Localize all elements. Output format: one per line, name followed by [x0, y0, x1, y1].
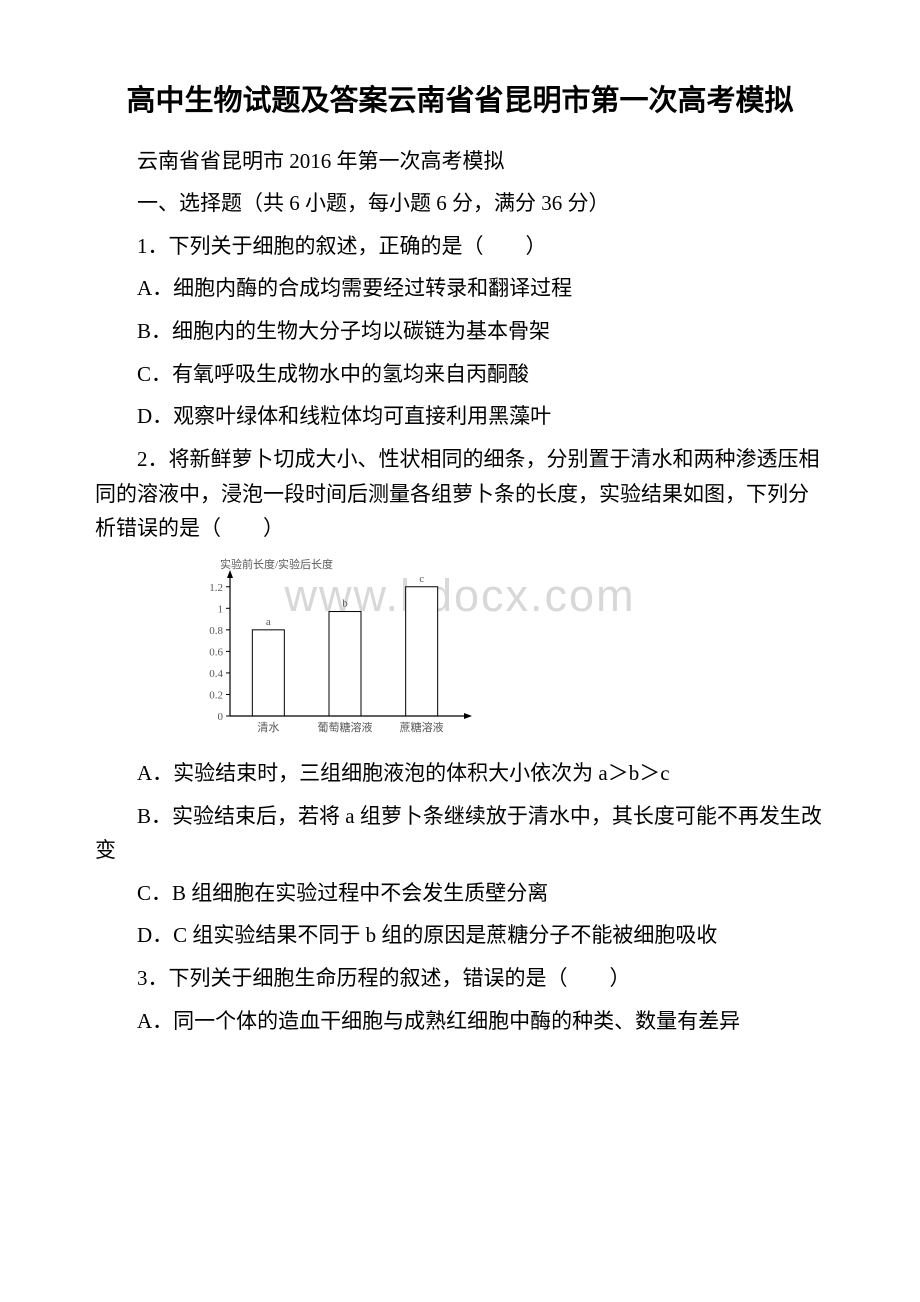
svg-text:a: a: [266, 616, 271, 628]
svg-text:0.6: 0.6: [209, 646, 223, 658]
svg-text:实验前长度/实验后长度: 实验前长度/实验后长度: [220, 557, 333, 571]
svg-text:清水: 清水: [257, 721, 279, 734]
svg-text:1.2: 1.2: [209, 582, 223, 594]
q3-stem: 3．下列关于细胞生命历程的叙述，错误的是（ ）: [95, 961, 825, 996]
q1-option-a: A．细胞内酶的合成均需要经过转录和翻译过程: [95, 271, 825, 306]
svg-text:0.8: 0.8: [209, 625, 223, 637]
q3-option-a: A．同一个体的造血干细胞与成熟红细胞中酶的种类、数量有差异: [95, 1004, 825, 1039]
svg-text:c: c: [419, 573, 424, 585]
q2-option-a: A．实验结束时，三组细胞液泡的体积大小依次为 a＞b＞c: [95, 756, 825, 791]
q2-option-d: D．C 组实验结果不同于 b 组的原因是蔗糖分子不能被细胞吸收: [95, 918, 825, 953]
document-content: 高中生物试题及答案云南省省昆明市第一次高考模拟 云南省省昆明市 2016 年第一…: [95, 80, 825, 1038]
section-header: 一、选择题（共 6 小题，每小题 6 分，满分 36 分）: [95, 186, 825, 221]
q1-option-c: C．有氧呼吸生成物水中的氢均来自丙酮酸: [95, 357, 825, 392]
q1-option-d: D．观察叶绿体和线粒体均可直接利用黑藻叶: [95, 399, 825, 434]
q2-stem: 2．将新鲜萝卜切成大小、性状相同的细条，分别置于清水和两种渗透压相同的溶液中，浸…: [95, 442, 825, 546]
svg-text:蔗糖溶液: 蔗糖溶液: [400, 720, 444, 734]
bar-chart: 实验前长度/实验后长度 0 0.2 0.4 0.6 0.8 1 1.2 a 清水 b 葡萄糖溶液 c 蔗糖…: [190, 556, 825, 746]
svg-text:1: 1: [218, 603, 224, 615]
q1-stem: 1．下列关于细胞的叙述，正确的是（ ）: [95, 229, 825, 264]
svg-text:b: b: [342, 597, 348, 609]
subtitle: 云南省省昆明市 2016 年第一次高考模拟: [95, 144, 825, 179]
q1-option-b: B．细胞内的生物大分子均以碳链为基本骨架: [95, 314, 825, 349]
q2-option-c: C．B 组细胞在实验过程中不会发生质壁分离: [95, 876, 825, 911]
svg-text:0.4: 0.4: [209, 668, 223, 680]
svg-text:0.2: 0.2: [209, 689, 223, 701]
svg-text:葡萄糖溶液: 葡萄糖溶液: [318, 720, 373, 734]
q2-option-b: B．实验结束后，若将 a 组萝卜条继续放于清水中，其长度可能不再发生改变: [95, 799, 825, 868]
document-title: 高中生物试题及答案云南省省昆明市第一次高考模拟: [95, 80, 825, 124]
svg-text:0: 0: [218, 711, 224, 723]
